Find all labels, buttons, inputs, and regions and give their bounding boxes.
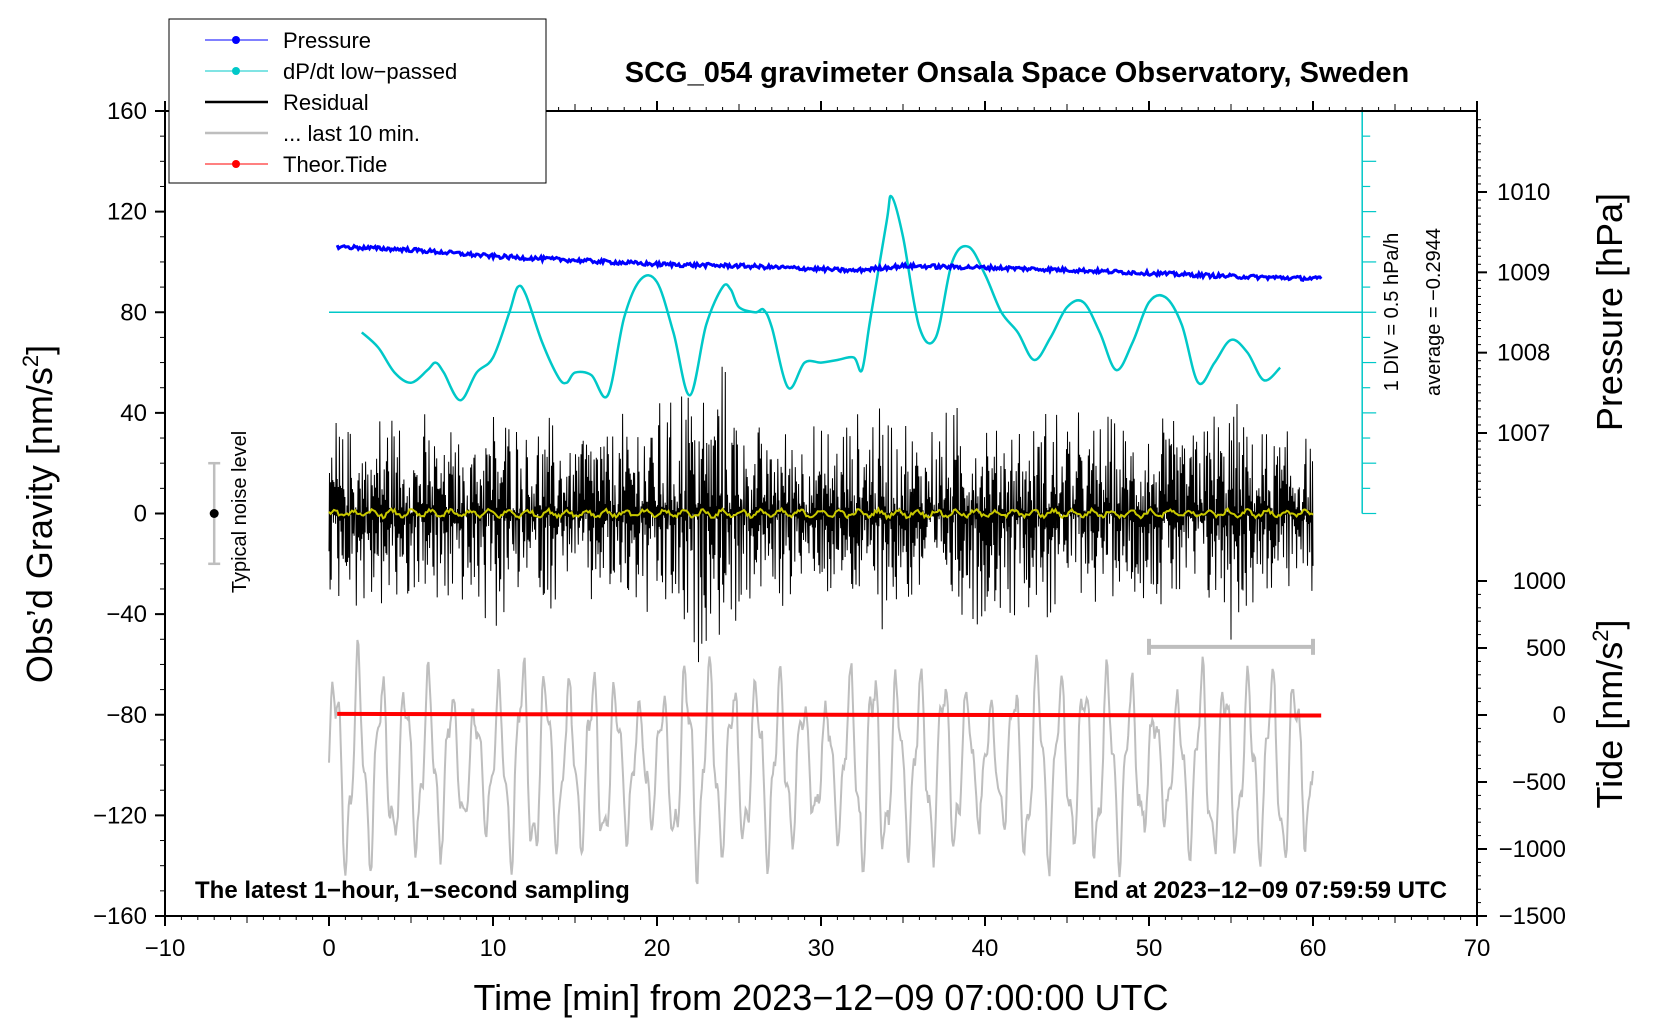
- legend-marker: [232, 67, 240, 75]
- x-tick-label: 40: [972, 935, 999, 962]
- noise-level-label: Typical noise level: [229, 431, 251, 593]
- series-last-10-min: [328, 639, 1314, 885]
- legend-label: Pressure: [283, 28, 371, 53]
- pressure-tick-label: 1010: [1497, 179, 1550, 206]
- legend-marker: [232, 160, 240, 168]
- series-theor-tide: [337, 711, 1322, 718]
- x-tick-label: 70: [1464, 935, 1491, 962]
- tide-tick-label: 1000: [1513, 568, 1566, 595]
- chart-title: SCG_054 gravimeter Onsala Space Observat…: [625, 57, 1409, 89]
- series-dpdt: [360, 194, 1282, 402]
- y-axis-label-pressure: Pressure [hPa]: [1589, 193, 1630, 431]
- noise-bar-center: [209, 509, 219, 518]
- x-tick-label: 10: [480, 935, 507, 962]
- x-tick-label: 60: [1300, 935, 1327, 962]
- x-tick-label: 20: [644, 935, 671, 962]
- pressure-tick-label: 1008: [1497, 340, 1550, 367]
- legend-label: Theor.Tide: [283, 152, 387, 177]
- y-tick-label: 160: [107, 98, 147, 125]
- series-pressure: [335, 243, 1323, 283]
- tide-tick-label: −1500: [1499, 903, 1566, 930]
- y-tick-label: 0: [134, 501, 147, 528]
- y-axis-label-left-main: Obs’d Gravity [nm/s: [19, 367, 60, 683]
- tide-tick-label: 0: [1553, 702, 1566, 729]
- y-axis-label-left: Obs’d Gravity [nm/s2]: [18, 345, 60, 683]
- y-tick-label: −160: [93, 903, 147, 930]
- tide-tick-label: −500: [1512, 769, 1566, 796]
- y-axis-label-tide-sup: 2: [1588, 630, 1613, 642]
- y-axis-label-left-sup: 2: [18, 355, 43, 367]
- annotation-sampling: The latest 1−hour, 1−second sampling: [195, 877, 630, 904]
- tide-tick-label: 500: [1526, 635, 1566, 662]
- dpdt-average-label: average = −0.2944: [1423, 228, 1445, 396]
- x-tick-label: 50: [1136, 935, 1163, 962]
- axes-layer: −10 0 10 20 30 40 50 60 70 160 120 80 40 0 −40 −80 −120 −…: [93, 98, 1566, 962]
- y-axis-label-left-tail: ]: [19, 345, 60, 355]
- x-tick-label: 30: [808, 935, 835, 962]
- pressure-tick-label: 1009: [1497, 259, 1550, 286]
- series-residual-smoothed: [328, 506, 1314, 521]
- series-layer: [208, 110, 1377, 885]
- x-tick-label: −10: [145, 935, 186, 962]
- legend-label: dP/dt low−passed: [283, 59, 457, 84]
- legend: Pressure dP/dt low−passed Residual ... last…: [168, 18, 547, 184]
- y-tick-label: 40: [120, 400, 147, 427]
- y-tick-label: −40: [106, 601, 147, 628]
- pressure-tick-label: 1007: [1497, 420, 1550, 447]
- x-tick-label: 0: [322, 935, 335, 962]
- y-axis-label-tide-tail: ]: [1589, 620, 1630, 630]
- tide-tick-label: −1000: [1499, 836, 1566, 863]
- y-tick-label: 120: [107, 199, 147, 226]
- annotation-end-time: End at 2023−12−09 07:59:59 UTC: [1073, 877, 1447, 904]
- y-tick-label: −120: [93, 802, 147, 829]
- y-axis-label-tide-main: Tide [nm/s: [1589, 642, 1630, 809]
- legend-label: ... last 10 min.: [283, 121, 420, 146]
- legend-label: Residual: [283, 90, 369, 115]
- y-axis-label-tide: Tide [nm/s2]: [1588, 620, 1630, 809]
- dpdt-scale-label: 1 DIV = 0.5 hPa/h: [1381, 233, 1403, 391]
- legend-marker: [232, 36, 240, 44]
- y-tick-label: 80: [120, 299, 147, 326]
- x-axis-label: Time [min] from 2023−12−09 07:00:00 UTC: [473, 977, 1168, 1018]
- y-tick-label: −80: [106, 702, 147, 729]
- series-residual: [328, 366, 1314, 663]
